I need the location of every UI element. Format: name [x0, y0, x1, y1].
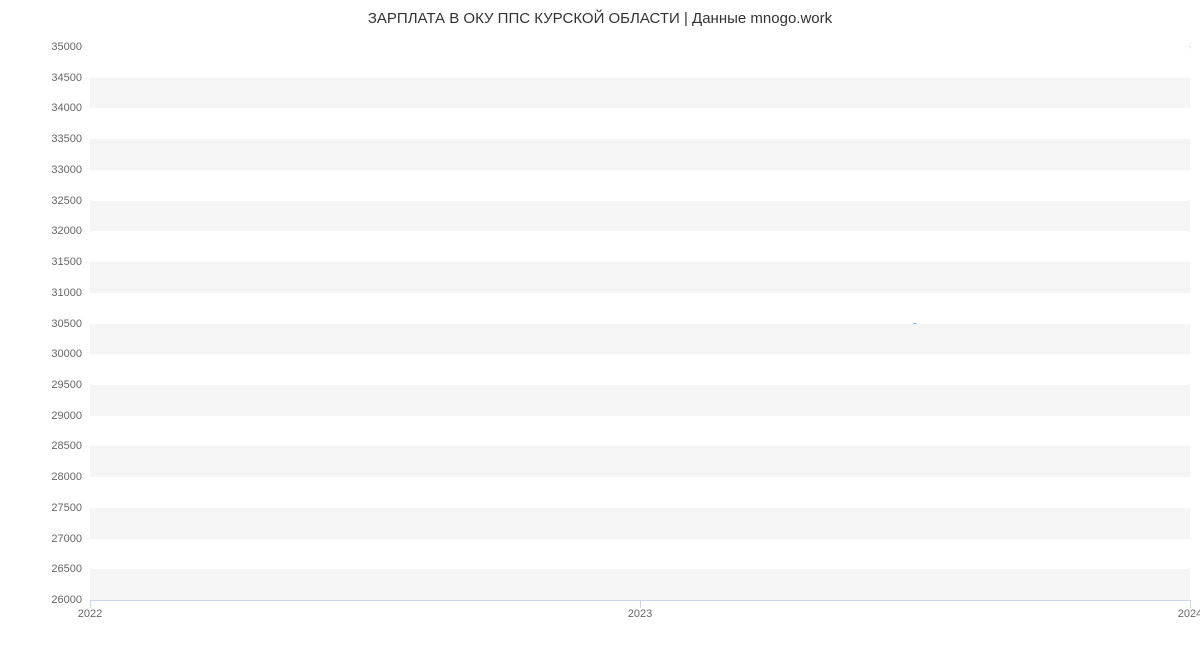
y-tick-label: 35000 — [51, 41, 90, 53]
chart-title: ЗАРПЛАТА В ОКУ ППС КУРСКОЙ ОБЛАСТИ | Дан… — [0, 10, 1200, 27]
grid-band — [90, 324, 1190, 355]
grid-band — [90, 78, 1190, 109]
y-tick-label: 31500 — [51, 256, 90, 268]
grid-band — [90, 139, 1190, 170]
grid-band — [90, 477, 1190, 508]
grid-band — [90, 262, 1190, 293]
x-tick-label: 2024 — [1178, 600, 1200, 620]
y-tick-label: 32500 — [51, 195, 90, 207]
x-tick-label: 2022 — [78, 600, 102, 620]
y-tick-label: 27500 — [51, 502, 90, 514]
y-tick-label: 29500 — [51, 379, 90, 391]
y-tick-label: 31000 — [51, 287, 90, 299]
grid-band — [90, 47, 1190, 78]
y-tick-label: 34000 — [51, 102, 90, 114]
y-tick-label: 28000 — [51, 471, 90, 483]
grid-band — [90, 354, 1190, 385]
y-tick-label: 34500 — [51, 72, 90, 84]
y-tick-label: 30000 — [51, 348, 90, 360]
grid-band — [90, 539, 1190, 570]
x-tick-label: 2023 — [628, 600, 652, 620]
y-tick-label: 30500 — [51, 318, 90, 330]
grid-band — [90, 446, 1190, 477]
y-tick-label: 26500 — [51, 563, 90, 575]
grid-band — [90, 508, 1190, 539]
y-tick-label: 32000 — [51, 225, 90, 237]
grid-band — [90, 201, 1190, 232]
grid-band — [90, 416, 1190, 447]
grid-band — [90, 293, 1190, 324]
y-tick-label: 33000 — [51, 164, 90, 176]
y-tick-label: 33500 — [51, 133, 90, 145]
grid-band — [90, 108, 1190, 139]
grid-band — [90, 569, 1190, 600]
y-tick-label: 28500 — [51, 440, 90, 452]
grid-band — [90, 385, 1190, 416]
grid-band — [90, 231, 1190, 262]
plot-area: 2600026500270002750028000285002900029500… — [90, 47, 1190, 600]
grid-band — [90, 170, 1190, 201]
salary-line-chart: ЗАРПЛАТА В ОКУ ППС КУРСКОЙ ОБЛАСТИ | Дан… — [0, 0, 1200, 650]
y-tick-label: 27000 — [51, 533, 90, 545]
y-tick-label: 29000 — [51, 410, 90, 422]
